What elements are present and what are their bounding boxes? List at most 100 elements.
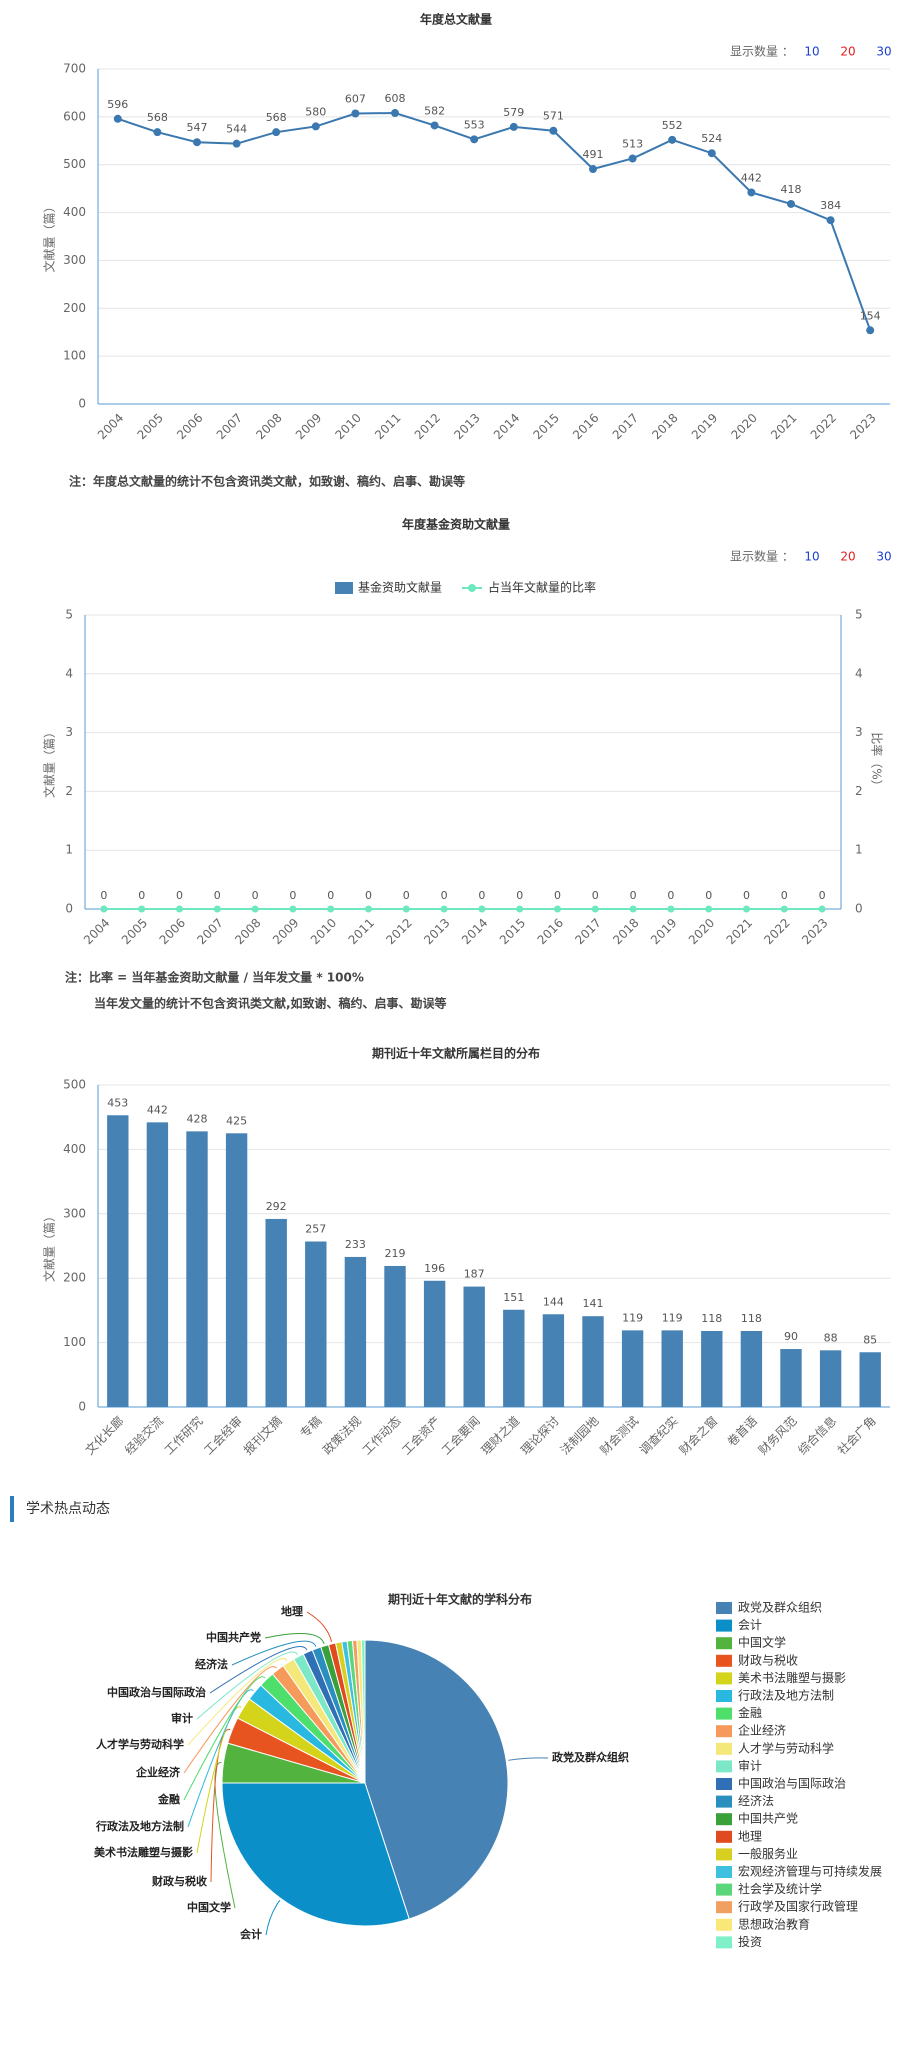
point xyxy=(232,139,241,148)
legend-swatch xyxy=(716,1619,732,1632)
value-label: 119 xyxy=(622,1311,643,1324)
chart-title: 期刊近十年文献的学科分布 xyxy=(388,1592,532,1607)
x-tick-label: 经验交流 xyxy=(121,1413,166,1458)
legend-swatch xyxy=(716,1813,732,1826)
value-label: 596 xyxy=(107,98,128,111)
value-label: 0 xyxy=(289,889,296,902)
slice-label: 财政与税收 xyxy=(151,1874,207,1888)
legend-label: 中国文学 xyxy=(738,1635,786,1650)
value-label: 0 xyxy=(100,889,107,902)
value-label: 0 xyxy=(214,889,221,902)
value-label: 144 xyxy=(543,1295,564,1308)
point xyxy=(866,326,875,335)
value-label: 425 xyxy=(226,1114,247,1127)
bar xyxy=(701,1331,723,1407)
slice-label: 政党及群众组织 xyxy=(552,1750,629,1764)
x-tick-label: 2019 xyxy=(648,916,679,947)
bar xyxy=(344,1256,367,1407)
point xyxy=(787,199,795,208)
legend-label: 行政学及国家行政管理 xyxy=(738,1899,858,1914)
value-label: 0 xyxy=(781,889,788,902)
value-label: 151 xyxy=(503,1291,524,1304)
point xyxy=(430,121,439,130)
y-axis-title: 文献量（篇） xyxy=(42,200,57,272)
bar xyxy=(225,1133,248,1407)
x-tick-label: 2008 xyxy=(253,411,284,442)
legend-label: 会计 xyxy=(738,1618,762,1632)
slice-label: 企业经济 xyxy=(135,1765,181,1779)
point xyxy=(780,905,788,913)
line xyxy=(117,112,872,331)
point xyxy=(628,154,637,163)
legend-swatch xyxy=(716,1866,732,1878)
value-label: 187 xyxy=(464,1268,485,1281)
legend-swatch xyxy=(716,1848,732,1861)
point xyxy=(327,905,335,913)
y-tick-label: 100 xyxy=(63,1335,86,1349)
bar xyxy=(423,1280,446,1407)
y-tick-label: 200 xyxy=(63,1271,86,1285)
x-tick-label: 2023 xyxy=(847,411,878,442)
value-label: 524 xyxy=(701,132,722,145)
y-tick-label: 200 xyxy=(63,301,86,315)
x-tick-label: 2017 xyxy=(610,411,641,442)
chart-title: 期刊近十年文献所属栏目的分布 xyxy=(372,1046,540,1061)
x-tick-label: 2007 xyxy=(214,411,245,442)
value-label: 118 xyxy=(701,1312,722,1325)
legend-swatch xyxy=(716,1778,732,1790)
slice-label: 审计 xyxy=(171,1711,193,1725)
slice-label: 金融 xyxy=(157,1792,180,1806)
leader-line xyxy=(196,1706,242,1854)
x-tick-label: 2006 xyxy=(174,411,205,442)
point xyxy=(176,905,183,913)
value-label: 608 xyxy=(385,92,406,105)
x-tick-label: 卷首语 xyxy=(724,1413,760,1449)
y-tick-label: 500 xyxy=(63,1078,86,1092)
bar xyxy=(740,1331,763,1407)
display-count-option[interactable]: 10 xyxy=(804,45,819,59)
display-count-option[interactable]: 30 xyxy=(876,550,891,564)
legend-swatch xyxy=(716,1936,732,1949)
x-tick-label: 2014 xyxy=(491,411,522,442)
y-tick-label: 0 xyxy=(65,902,73,916)
value-label: 154 xyxy=(860,309,881,322)
display-count-option[interactable]: 30 xyxy=(876,45,891,59)
bar xyxy=(819,1350,842,1407)
bar xyxy=(305,1241,327,1407)
slice-label: 中国共产党 xyxy=(206,1630,261,1644)
x-tick-label: 2019 xyxy=(689,411,720,442)
display-count-option[interactable]: 10 xyxy=(804,550,819,564)
legend-label: 地理 xyxy=(738,1829,762,1843)
value-label: 580 xyxy=(305,105,326,118)
x-tick-label: 2006 xyxy=(157,916,188,947)
point xyxy=(193,138,201,147)
leader-line xyxy=(187,1689,254,1828)
leader-line xyxy=(183,1676,266,1801)
point xyxy=(311,122,320,131)
display-count-option[interactable]: 20 xyxy=(840,45,855,59)
legend-label: 中国政治与国际政治 xyxy=(738,1776,846,1791)
value-label: 571 xyxy=(543,110,564,123)
display-count-option[interactable]: 20 xyxy=(840,550,855,564)
x-tick-label: 2021 xyxy=(724,916,755,947)
legend-swatch xyxy=(716,1602,732,1614)
point xyxy=(470,135,479,144)
point xyxy=(549,126,558,135)
x-tick-label: 2010 xyxy=(308,916,339,947)
point xyxy=(153,128,162,137)
bar xyxy=(503,1309,525,1407)
bar xyxy=(186,1131,208,1407)
x-tick-label: 2015 xyxy=(530,411,561,442)
note: 注：比率 = 当年基金资助文献量 / 当年发文量 * 100% xyxy=(65,970,364,985)
point xyxy=(351,109,360,118)
y-tick-label: 600 xyxy=(63,109,86,123)
chart-title: 年度基金资助文献量 xyxy=(402,517,510,532)
x-tick-label: 工会要闻 xyxy=(439,1414,483,1458)
slice-label: 美术书法雕塑与摄影 xyxy=(94,1845,193,1859)
point xyxy=(589,165,597,174)
x-tick-label: 2018 xyxy=(610,916,641,947)
point xyxy=(826,216,835,225)
value-label: 0 xyxy=(252,889,259,902)
value-label: 0 xyxy=(554,889,561,902)
chart-title: 年度总文献量 xyxy=(420,12,492,27)
